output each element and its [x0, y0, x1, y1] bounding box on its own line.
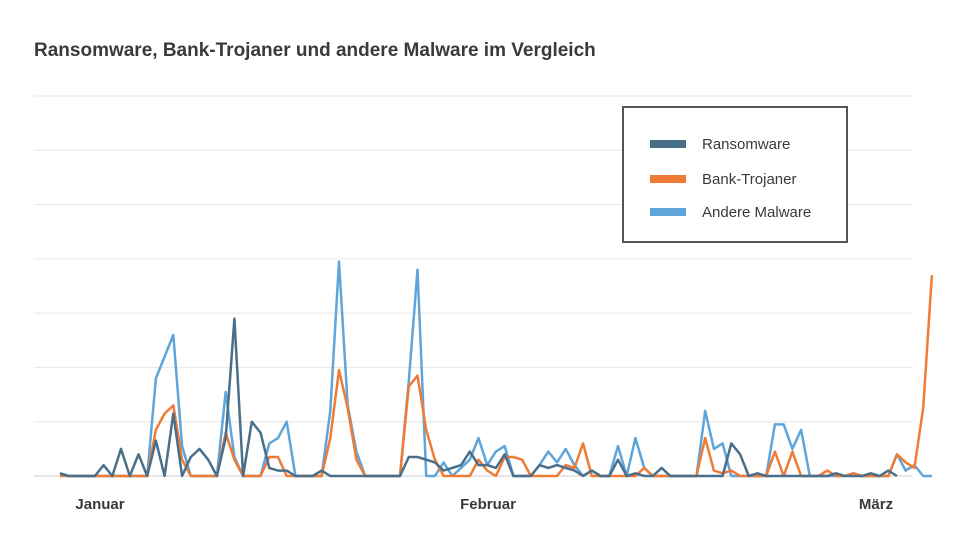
- legend-label-andere-malware: Andere Malware: [702, 203, 812, 221]
- series-lines: [59, 260, 934, 478]
- legend: Ransomware Bank-Trojaner Andere Malware: [622, 106, 848, 243]
- series-line-ransomware: [59, 317, 898, 478]
- x-tick-label: Januar: [75, 496, 124, 513]
- legend-swatch-ransomware: [650, 140, 686, 148]
- x-axis-ticks: Januar Februar März: [75, 496, 893, 513]
- legend-swatch-andere-malware: [650, 208, 686, 216]
- legend-label-bank-trojaner: Bank-Trojaner: [702, 170, 797, 188]
- series-line-andere-malware: [59, 260, 932, 478]
- series-line-bank-trojaner: [60, 275, 934, 478]
- chart-title: Ransomware, Bank-Trojaner und andere Mal…: [34, 40, 596, 61]
- legend-swatch-bank-trojaner: [650, 175, 686, 183]
- legend-item-ransomware: Ransomware: [650, 134, 790, 154]
- x-tick-label: März: [859, 496, 893, 513]
- x-tick-label: Februar: [460, 496, 516, 513]
- legend-item-bank-trojaner: Bank-Trojaner: [650, 169, 796, 189]
- legend-label-ransomware: Ransomware: [702, 135, 791, 153]
- legend-item-andere-malware: Andere Malware: [650, 202, 811, 222]
